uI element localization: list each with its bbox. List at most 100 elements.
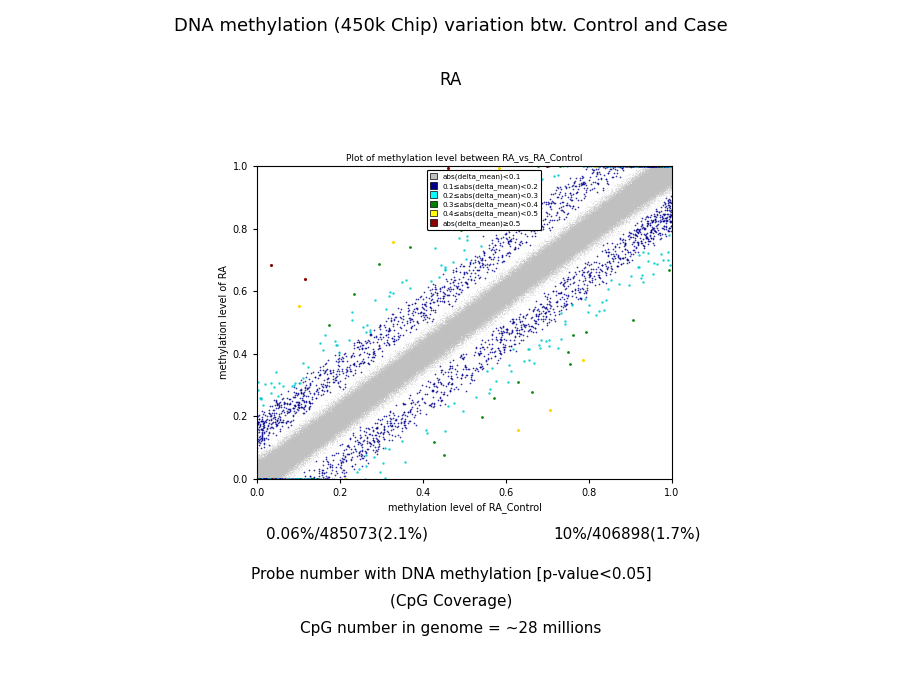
Point — [257, 462, 272, 473]
Point — [602, 202, 616, 213]
Point — [610, 192, 624, 203]
Point — [398, 361, 412, 371]
Point — [572, 217, 586, 228]
Point — [589, 215, 603, 226]
Point — [428, 343, 442, 354]
Point — [659, 172, 674, 183]
Point — [301, 437, 316, 448]
Point — [658, 161, 672, 172]
Point — [360, 395, 374, 406]
Point — [346, 392, 361, 403]
Point — [330, 398, 345, 409]
Point — [531, 254, 546, 265]
Point — [302, 443, 317, 454]
Point — [658, 176, 673, 187]
Point — [311, 416, 326, 427]
Point — [299, 424, 313, 435]
Point — [620, 198, 634, 208]
Point — [492, 293, 507, 304]
Point — [322, 415, 336, 426]
Point — [286, 439, 300, 450]
Point — [652, 169, 667, 180]
Point — [335, 409, 349, 420]
Point — [483, 287, 498, 298]
Point — [319, 417, 334, 428]
Point — [637, 177, 651, 187]
Point — [436, 332, 450, 343]
Point — [318, 444, 333, 455]
Point — [263, 469, 278, 480]
Point — [518, 263, 532, 274]
Point — [312, 421, 327, 432]
Point — [453, 316, 467, 327]
Point — [573, 226, 587, 237]
Point — [253, 466, 267, 477]
Point — [274, 461, 289, 472]
Point — [460, 320, 474, 331]
Point — [665, 161, 679, 172]
Point — [437, 344, 451, 354]
Point — [262, 467, 276, 478]
Point — [431, 323, 446, 333]
Point — [453, 315, 467, 326]
Point — [355, 397, 370, 407]
Point — [436, 319, 450, 330]
Point — [290, 457, 304, 468]
Point — [463, 312, 477, 323]
Point — [300, 433, 315, 443]
Point — [434, 332, 448, 343]
Point — [453, 320, 467, 331]
Point — [488, 294, 502, 305]
Point — [504, 285, 519, 295]
Point — [390, 378, 404, 388]
Point — [428, 350, 442, 361]
Point — [481, 293, 495, 304]
Point — [661, 161, 676, 172]
Point — [324, 418, 338, 429]
Point — [656, 162, 670, 172]
Point — [636, 183, 650, 194]
Point — [430, 326, 445, 337]
Point — [607, 216, 621, 227]
Point — [281, 450, 296, 461]
Point — [290, 445, 305, 456]
Point — [284, 444, 299, 455]
Point — [286, 449, 300, 460]
Point — [504, 279, 519, 290]
Point — [275, 453, 290, 464]
Point — [386, 378, 400, 388]
Point — [286, 445, 300, 456]
Point — [361, 386, 375, 397]
Point — [429, 331, 444, 342]
Point — [612, 208, 626, 219]
Point — [524, 267, 538, 278]
Point — [500, 291, 514, 301]
Point — [272, 452, 286, 463]
Point — [262, 464, 276, 475]
Point — [612, 206, 626, 217]
Point — [658, 161, 672, 172]
Point — [252, 473, 266, 484]
Point — [391, 354, 405, 365]
Point — [329, 418, 344, 429]
Point — [465, 309, 480, 320]
Point — [589, 215, 603, 225]
Point — [650, 178, 665, 189]
Point — [269, 458, 283, 469]
Point — [665, 161, 679, 172]
Point — [658, 161, 673, 172]
Point — [646, 177, 660, 188]
Point — [636, 184, 650, 195]
Point — [419, 337, 434, 348]
Point — [598, 198, 612, 209]
Point — [252, 471, 266, 482]
Point — [607, 208, 621, 219]
Point — [336, 424, 351, 435]
Point — [264, 461, 279, 472]
Point — [609, 193, 623, 204]
Point — [597, 211, 612, 222]
Point — [502, 289, 517, 299]
Point — [456, 325, 471, 335]
Point — [311, 420, 326, 431]
Point — [400, 363, 414, 373]
